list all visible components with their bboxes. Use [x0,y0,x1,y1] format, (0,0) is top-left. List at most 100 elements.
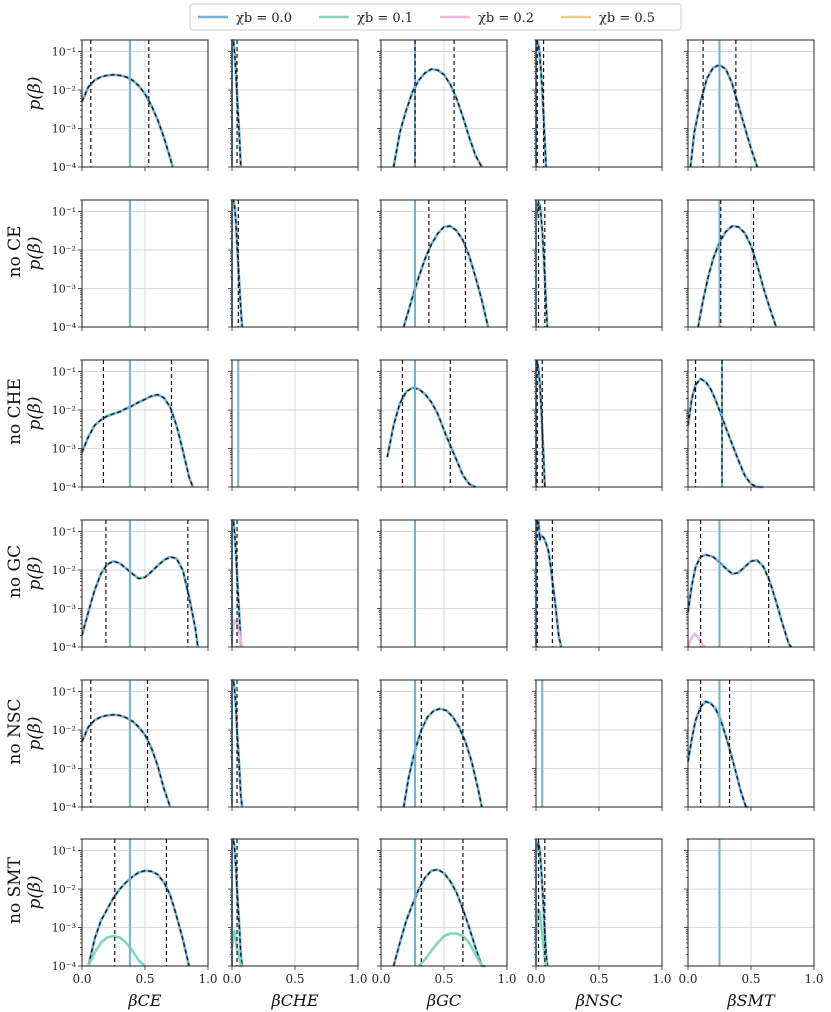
panel-frame [81,519,209,648]
curve-1 [534,907,548,967]
panel-frame [380,39,508,168]
y-tick-label: 10⁻¹ [52,526,76,539]
legend-label-0: χb = 0.0 [236,11,292,26]
panel-r0-c3 [532,39,663,171]
y-tick-label: 10⁻³ [52,283,76,296]
panel-frame [380,199,508,328]
row-label-group-1: no CE p(β) [5,225,45,277]
x-tick-label: 1.0 [348,972,367,986]
curve-overlay-0 [386,387,476,488]
legend: χb = 0.0 χb = 0.1 χb = 0.2 χb = 0.5 [189,3,682,31]
panel-frame [231,199,359,328]
curve-0 [686,377,764,489]
panel-frame [380,838,508,967]
x-tick-label: 0.5 [741,972,760,986]
curve-overlay-0 [81,556,199,648]
panel-frame [231,838,359,967]
y-tick-label: 10⁻⁴ [52,321,77,334]
x-axis-label: βCE [127,991,161,1010]
panel-r2-c3 [532,359,663,491]
curve-0 [87,869,191,967]
curve-overlay-0 [535,200,548,328]
curve-overlay-0 [392,68,483,168]
curve-overlay-0 [535,362,546,488]
y-axis-label: p(β) [25,77,45,111]
curve-1 [686,632,706,648]
panel-frame [81,199,209,328]
curve-0 [534,841,549,967]
panel-r0-c1 [228,38,359,171]
panel-frame [81,39,209,168]
panel-frame [231,519,359,648]
panel-frame [687,838,815,967]
row-label: no CHE [5,378,25,445]
panel-frame [81,359,209,488]
x-tick-label: 0.0 [526,972,545,986]
panel-frame [380,359,508,488]
row-label-group-2: no CHE p(β) [5,378,45,445]
y-tick-label: 10⁻³ [52,123,76,136]
panel-frame [81,679,209,808]
curve-overlay-0 [689,64,758,168]
panel-frame [687,199,815,328]
panel-grid: 10⁻⁴ 10⁻³ 10⁻² 10⁻¹ p(β) 10⁻⁴ 10⁻³ 10⁻² 10⁻¹ no C… [5,38,824,1010]
panel-r3-c3 [532,519,663,651]
x-tick-label: 0.0 [371,972,390,986]
panel-r1-c0: 10⁻⁴ 10⁻³ 10⁻² 10⁻¹ [52,199,209,334]
panel-frame [81,838,209,967]
row-label: no NSC [5,698,25,764]
panel-r3-c2 [377,519,508,651]
panel-r4-c2 [377,679,508,811]
y-axis-label: p(β) [25,876,45,910]
x-tick-label: 1.0 [652,972,671,986]
y-tick-label: 10⁻² [52,883,76,896]
y-tick-label: 10⁻⁴ [52,801,77,814]
curve-1 [230,618,244,648]
curve-overlay-0 [687,377,764,488]
curve-overlay-0 [687,700,749,808]
curve-overlay-0 [231,39,242,168]
curve-0 [534,520,563,648]
y-tick-label: 10⁻¹ [52,686,76,699]
panel-r3-c1 [228,518,359,651]
y-tick-label: 10⁻³ [52,603,76,616]
y-axis-label: p(β) [25,717,45,751]
panel-frame [687,519,815,648]
panel-frame [231,359,359,488]
y-tick-label: 10⁻² [52,404,76,417]
x-tick-label: 0.5 [589,972,608,986]
panel-frame [380,679,508,808]
panel-r1-c4 [684,199,815,331]
panel-r4-c3 [532,679,663,811]
x-tick-label: 0.5 [434,972,453,986]
row-label-group-0: p(β) [25,77,45,111]
y-tick-label: 10⁻² [52,84,76,97]
curve-overlay-0 [403,225,489,328]
y-tick-label: 10⁻⁴ [52,641,77,654]
panel-r2-c4 [684,359,815,491]
row-label-group-5: no SMT p(β) [5,856,45,924]
panel-frame [535,199,663,328]
row-label-group-4: no NSC p(β) [5,698,45,764]
y-tick-label: 10⁻¹ [52,46,76,59]
panel-r2-c0: 10⁻⁴ 10⁻³ 10⁻² 10⁻¹ [52,359,209,494]
x-axis-label: βGC [426,991,461,1010]
curve-overlay-0 [231,519,242,648]
panel-frame [535,679,663,808]
panel-r3-c4 [684,519,815,651]
panel-r5-c4: 0.0 0.5 1.0 βSMT [678,838,824,1010]
panel-r4-c1 [228,678,359,811]
x-tick-label: 0.0 [222,972,241,986]
y-tick-label: 10⁻³ [52,922,76,935]
panel-frame [231,679,359,808]
x-tick-label: 0.0 [72,972,91,986]
y-tick-label: 10⁻⁴ [52,481,77,494]
curve-overlay-0 [697,225,777,328]
curve-overlay-0 [231,838,243,967]
curve-overlay-0 [403,708,483,808]
curve-1 [87,934,146,967]
row-label: no GC [5,545,25,598]
panel-r0-c4 [684,39,815,171]
panel-r5-c1: 0.0 0.5 1.0 βCHE [222,837,368,1010]
